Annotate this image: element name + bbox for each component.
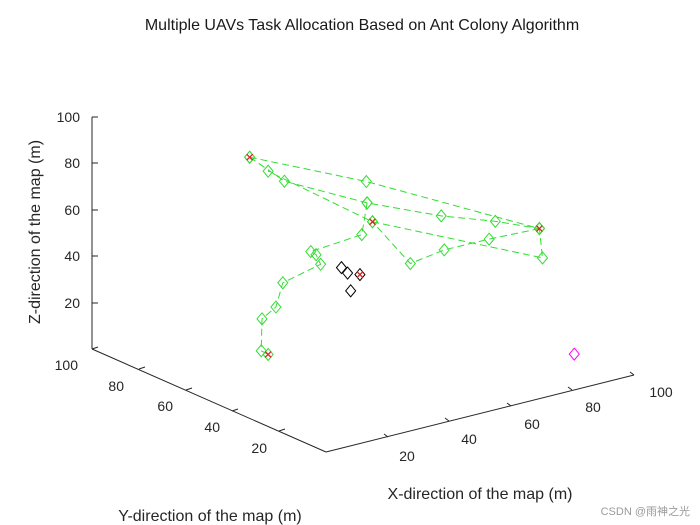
z-tick-label: 60 xyxy=(64,202,80,218)
y-tick-label: 100 xyxy=(55,357,79,373)
x-tick-40 xyxy=(444,417,450,422)
y-tick-labels: 20 40 60 80 100 xyxy=(55,357,268,456)
y-tick-label: 60 xyxy=(157,398,173,414)
nodes-point xyxy=(335,260,348,275)
route-4-line xyxy=(260,202,368,355)
route-3-line xyxy=(372,221,540,265)
nodes-point xyxy=(354,267,366,282)
route-4-point xyxy=(270,300,282,314)
x-tick-100 xyxy=(629,371,635,376)
x-axis-line xyxy=(325,374,635,453)
routes xyxy=(249,156,544,355)
route-1-line xyxy=(249,156,544,259)
z-tick-label: 20 xyxy=(64,295,80,311)
x-tick-label: 100 xyxy=(649,384,673,400)
y-tick-label: 80 xyxy=(108,378,124,394)
route-4-point xyxy=(310,247,322,262)
x-tick-20 xyxy=(383,433,389,438)
target-marker xyxy=(356,271,364,279)
route-2-point xyxy=(278,174,291,189)
y-axis-line xyxy=(91,348,327,453)
nodes-point xyxy=(341,266,354,280)
x-tick-label: 60 xyxy=(524,416,540,432)
x-tick-labels: 20 40 60 80 100 xyxy=(399,384,673,464)
route-4-point xyxy=(361,196,373,210)
z-tick-label: 100 xyxy=(57,109,81,125)
z-tick-labels: 20 40 60 80 100 xyxy=(57,109,81,311)
route-3-point xyxy=(438,243,450,257)
x-tick-80 xyxy=(567,386,573,391)
z-tick-label: 40 xyxy=(64,248,80,264)
route-2-point xyxy=(244,150,256,165)
y-tick-label: 40 xyxy=(204,419,220,435)
x-tick-label: 40 xyxy=(461,431,477,447)
chart-title: Multiple UAVs Task Allocation Based on A… xyxy=(145,17,579,34)
target-marker xyxy=(535,225,543,233)
route-4-point xyxy=(262,347,274,362)
route-1-point xyxy=(360,174,372,189)
route-2-point xyxy=(489,214,501,229)
y-axis-label: Y-direction of the map (m) xyxy=(118,508,301,525)
route-3-point xyxy=(533,221,546,236)
target-marker xyxy=(369,218,376,226)
y-tick-80 xyxy=(138,366,146,370)
nodes-point xyxy=(345,284,357,298)
z-tick-label: 80 xyxy=(64,155,80,171)
route-4-point xyxy=(255,344,267,358)
z-axis-label: Z-direction of the map (m) xyxy=(27,140,44,324)
y-tick-label: 20 xyxy=(251,440,267,456)
y-tick-100 xyxy=(91,346,99,350)
y-tick-60 xyxy=(185,387,193,391)
markers xyxy=(244,150,580,362)
route-4-point xyxy=(277,276,289,290)
target-marker xyxy=(246,153,254,161)
x-tick-label: 20 xyxy=(399,448,415,464)
y-tick-20 xyxy=(278,428,286,432)
route-4-point xyxy=(314,257,327,272)
watermark: CSDN @雨神之光 xyxy=(601,504,690,518)
route-1-point xyxy=(536,251,549,265)
x-tick-60 xyxy=(506,402,512,407)
x-axis-label: X-direction of the map (m) xyxy=(388,486,573,503)
x-tick-label: 80 xyxy=(585,399,601,415)
route-2-point xyxy=(435,209,447,223)
base-point xyxy=(568,347,580,361)
route-4-point xyxy=(356,227,368,242)
route-2-line xyxy=(249,156,540,230)
route-3-point xyxy=(483,232,495,246)
axes xyxy=(91,116,635,453)
route-4-point xyxy=(256,312,268,326)
route-4-point xyxy=(305,244,317,259)
route-1-point xyxy=(262,164,274,178)
route-3-point xyxy=(366,214,379,229)
route-3-point xyxy=(404,256,416,271)
target-marker xyxy=(264,350,272,358)
y-tick-40 xyxy=(231,408,239,412)
